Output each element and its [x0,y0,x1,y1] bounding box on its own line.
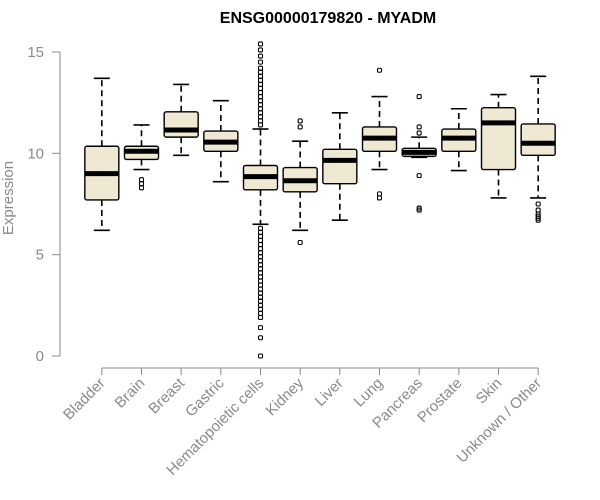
outlier-point [257,89,264,96]
outlier-point [257,335,264,341]
outlier-point [257,266,264,272]
box-bladder [84,77,120,232]
outlier-point [257,290,264,296]
x-tick-label: Breast [145,374,188,417]
x-tick-label: Kidney [263,374,308,419]
outlier-point [257,59,264,65]
outlier-point [535,207,541,213]
outlier-point [257,122,264,128]
y-tick-label: 15 [27,44,44,61]
outlier-point [257,69,264,75]
outlier-point [416,130,422,136]
box-hematopoietic-cells [242,41,279,359]
outlier-point [257,353,264,359]
outlier-point [257,114,264,120]
outlier-point [257,47,264,53]
x-tick-label: Bladder [60,375,109,424]
x-tick-label: Brain [112,375,149,412]
outlier-point [257,286,264,292]
x-tick-label: Lung [351,375,387,411]
box-unknown-other [520,75,556,223]
outlier-point [257,298,264,304]
outlier-point [257,94,264,100]
outlier-point [416,173,422,179]
iqr-box [163,111,199,138]
outlier-point [257,102,264,108]
y-tick-label: 10 [27,145,44,162]
box-lung [361,67,398,201]
outlier-point [257,65,264,71]
outlier-point [257,118,264,124]
box-kidney [282,118,318,246]
outlier-point [257,110,264,116]
box-liver [322,112,358,222]
outlier-point [257,229,264,235]
outlier-point [376,67,383,73]
outlier-point [257,282,264,288]
outlier-point [257,246,264,252]
outlier-point [257,325,264,331]
outlier-point [257,106,264,112]
outlier-point [297,124,303,130]
outlier-point [257,258,264,264]
outlier-point [257,41,264,47]
box-brain [123,124,160,191]
outlier-point [138,181,145,187]
outlier-point [257,262,264,268]
outlier-point [535,201,541,207]
y-axis-label: Expression [0,161,17,235]
outlier-point [257,278,264,284]
outlier-point [416,94,422,100]
outlier-point [535,217,541,223]
outlier-point [376,195,383,201]
box-prostate [441,107,477,172]
iqr-box [322,148,358,185]
outlier-point [257,270,264,276]
y-tick-label: 0 [36,348,44,365]
outlier-point [257,85,264,92]
boxes-group [84,41,556,359]
x-tick-label: Skin [473,375,506,408]
outlier-point [257,294,264,300]
outlier-point [257,77,264,83]
box-breast [163,83,199,157]
outlier-point [416,207,422,213]
outlier-point [257,53,264,59]
outlier-point [376,191,383,197]
outlier-point [257,73,264,79]
outlier-point [257,314,264,321]
outlier-point [257,250,264,256]
outlier-point [416,124,422,130]
outlier-point [257,237,264,244]
y-tick-label: 5 [36,247,44,264]
x-tick-label: Liver [312,375,347,410]
outlier-point [297,118,303,124]
box-pancreas [401,94,437,213]
outlier-point [257,225,264,231]
box-skin [480,93,517,199]
outlier-point [257,98,264,104]
outlier-point [257,241,264,248]
outlier-point [138,185,145,191]
outlier-point [257,81,264,87]
outlier-point [257,310,264,316]
outlier-point [257,274,264,280]
outlier-point [257,233,264,239]
outlier-point [297,239,303,246]
iqr-box [520,123,556,157]
outlier-point [138,177,145,183]
outlier-point [257,254,264,260]
iqr-box [480,107,517,171]
x-tick-label: Prostate [414,375,466,427]
chart-title: ENSG00000179820 - MYADM [220,10,436,27]
outlier-point [257,302,264,308]
axes: 0 5 10 15 [27,44,539,375]
outlier-point [257,306,264,312]
box-gastric [203,99,239,183]
